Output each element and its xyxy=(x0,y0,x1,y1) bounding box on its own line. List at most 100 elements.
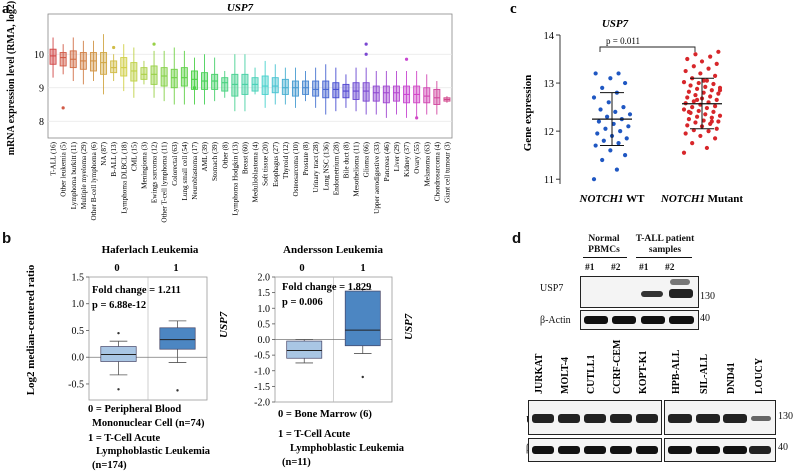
category-label: Thyroid (12) xyxy=(282,141,290,179)
panel-a-axis: 8 9 10 xyxy=(34,13,453,139)
andersson-legend1b: Lymphoblastic Leukemia xyxy=(290,443,405,454)
y-tick-label: -0.5 xyxy=(254,351,270,362)
mutant-point xyxy=(704,145,710,151)
category-label: Prostate (8) xyxy=(302,141,310,175)
category-label: Giant cell tumour (3) xyxy=(443,141,451,202)
outlier xyxy=(364,42,368,46)
box xyxy=(211,73,219,90)
mw-130-bottom: 130 xyxy=(778,411,793,422)
mutant-point xyxy=(706,129,711,134)
mutant-point xyxy=(686,109,692,115)
box xyxy=(221,77,229,92)
band xyxy=(612,316,636,324)
panel-c-title: USP7 xyxy=(602,18,629,30)
andersson-boxplot: -2.0 -1.5 -1.0 -0.5 0.0 0.5 1.0 1.5 2.0 xyxy=(254,273,393,409)
usp7-blot-top xyxy=(580,276,699,308)
mutant-point xyxy=(693,52,698,57)
band xyxy=(610,414,632,423)
panel-c-pvalue: p = 0.011 xyxy=(606,36,640,46)
usp7-blot-left xyxy=(528,400,662,435)
box xyxy=(231,73,239,97)
haferlach-group1: 1 xyxy=(173,263,178,274)
cell-line-label: HPB-ALL xyxy=(671,349,682,394)
haferlach-legend1c: (n=174) xyxy=(92,460,127,471)
mutant-point xyxy=(686,117,692,122)
mutant-point xyxy=(691,64,696,69)
mutant-point xyxy=(706,66,711,71)
mw-40-bottom: 40 xyxy=(778,442,788,453)
mutant-point xyxy=(714,97,719,102)
band xyxy=(641,291,663,297)
band xyxy=(636,414,658,423)
mutant-point xyxy=(693,92,698,98)
box xyxy=(344,290,381,347)
mutant-point xyxy=(694,97,700,102)
mutant-point xyxy=(717,88,723,93)
category-label: Pancreas (46) xyxy=(383,141,391,181)
outlier xyxy=(192,86,197,90)
panel-a-boxes xyxy=(49,34,451,120)
panel-c-xlabel-wt: NOTCH1 WT xyxy=(579,193,646,205)
mutant-point xyxy=(712,136,718,141)
y-tick-label: 12 xyxy=(544,127,555,138)
category-label: Urinary tract (28) xyxy=(312,141,320,192)
cell-line-label: DND41 xyxy=(726,362,737,394)
wt-point xyxy=(611,121,616,127)
mutant-point xyxy=(703,112,708,117)
haferlach-pvalue: p = 6.88e-12 xyxy=(92,300,146,311)
band xyxy=(584,446,606,454)
y-tick-label: 14 xyxy=(544,31,555,42)
outlier xyxy=(152,42,156,46)
mutant-point xyxy=(701,90,706,95)
box xyxy=(59,52,67,67)
bactin-blot-top xyxy=(580,310,699,330)
wt-point xyxy=(627,112,633,117)
mutant-point xyxy=(708,94,713,99)
box xyxy=(261,75,269,95)
mw-40-top: 40 xyxy=(700,313,710,324)
mutant-point xyxy=(708,54,713,59)
wt-suffix: WT xyxy=(624,193,646,205)
box xyxy=(362,82,370,102)
wt-point xyxy=(604,114,610,119)
mutant-point xyxy=(681,150,687,155)
mutant-point xyxy=(690,104,695,110)
category-label: Mesothelioma (11) xyxy=(353,141,361,196)
panel-a-label: a xyxy=(2,1,10,17)
band xyxy=(696,414,720,423)
andersson-legend0: 0 = Bone Marrow (6) xyxy=(278,409,372,420)
category-label: Chondrosarcoma (4) xyxy=(433,141,441,201)
mutant-point xyxy=(696,108,701,114)
y-tick-label: 0.5 xyxy=(258,319,271,330)
band xyxy=(532,414,554,423)
band xyxy=(610,446,632,454)
outlier xyxy=(364,52,368,56)
wt-point xyxy=(624,136,629,141)
mutant-point xyxy=(716,91,721,96)
category-label: Meningioma (3) xyxy=(140,141,148,189)
category-label: Liver (29) xyxy=(393,141,401,171)
panel-a-title: USP7 xyxy=(227,2,254,14)
andersson-pvalue: p = 0.006 xyxy=(282,297,323,308)
category-label: Ovary (55) xyxy=(413,141,421,173)
mutant-point xyxy=(690,141,695,146)
box xyxy=(433,88,441,105)
category-label: Soft tissue (20) xyxy=(262,141,270,186)
wt-point xyxy=(600,85,605,90)
mutant-point xyxy=(681,107,687,112)
category-label: Other T-cell lymphoma (11) xyxy=(161,141,169,222)
cell-line-label: JURKAT xyxy=(534,353,545,394)
y-tick-label: 10 xyxy=(34,50,44,61)
y-tick-label: 1.0 xyxy=(258,304,271,315)
outlier xyxy=(61,106,65,110)
wt-point xyxy=(601,138,606,143)
mutant-point xyxy=(698,71,703,76)
box xyxy=(180,67,188,87)
category-label: Lymphoma Hodgkin (13) xyxy=(231,141,239,215)
band xyxy=(668,414,692,423)
band xyxy=(723,414,747,423)
mutant-point xyxy=(688,83,693,88)
wt-point xyxy=(593,71,598,76)
band xyxy=(670,279,690,285)
category-label: Other leukemia (5) xyxy=(60,141,68,196)
